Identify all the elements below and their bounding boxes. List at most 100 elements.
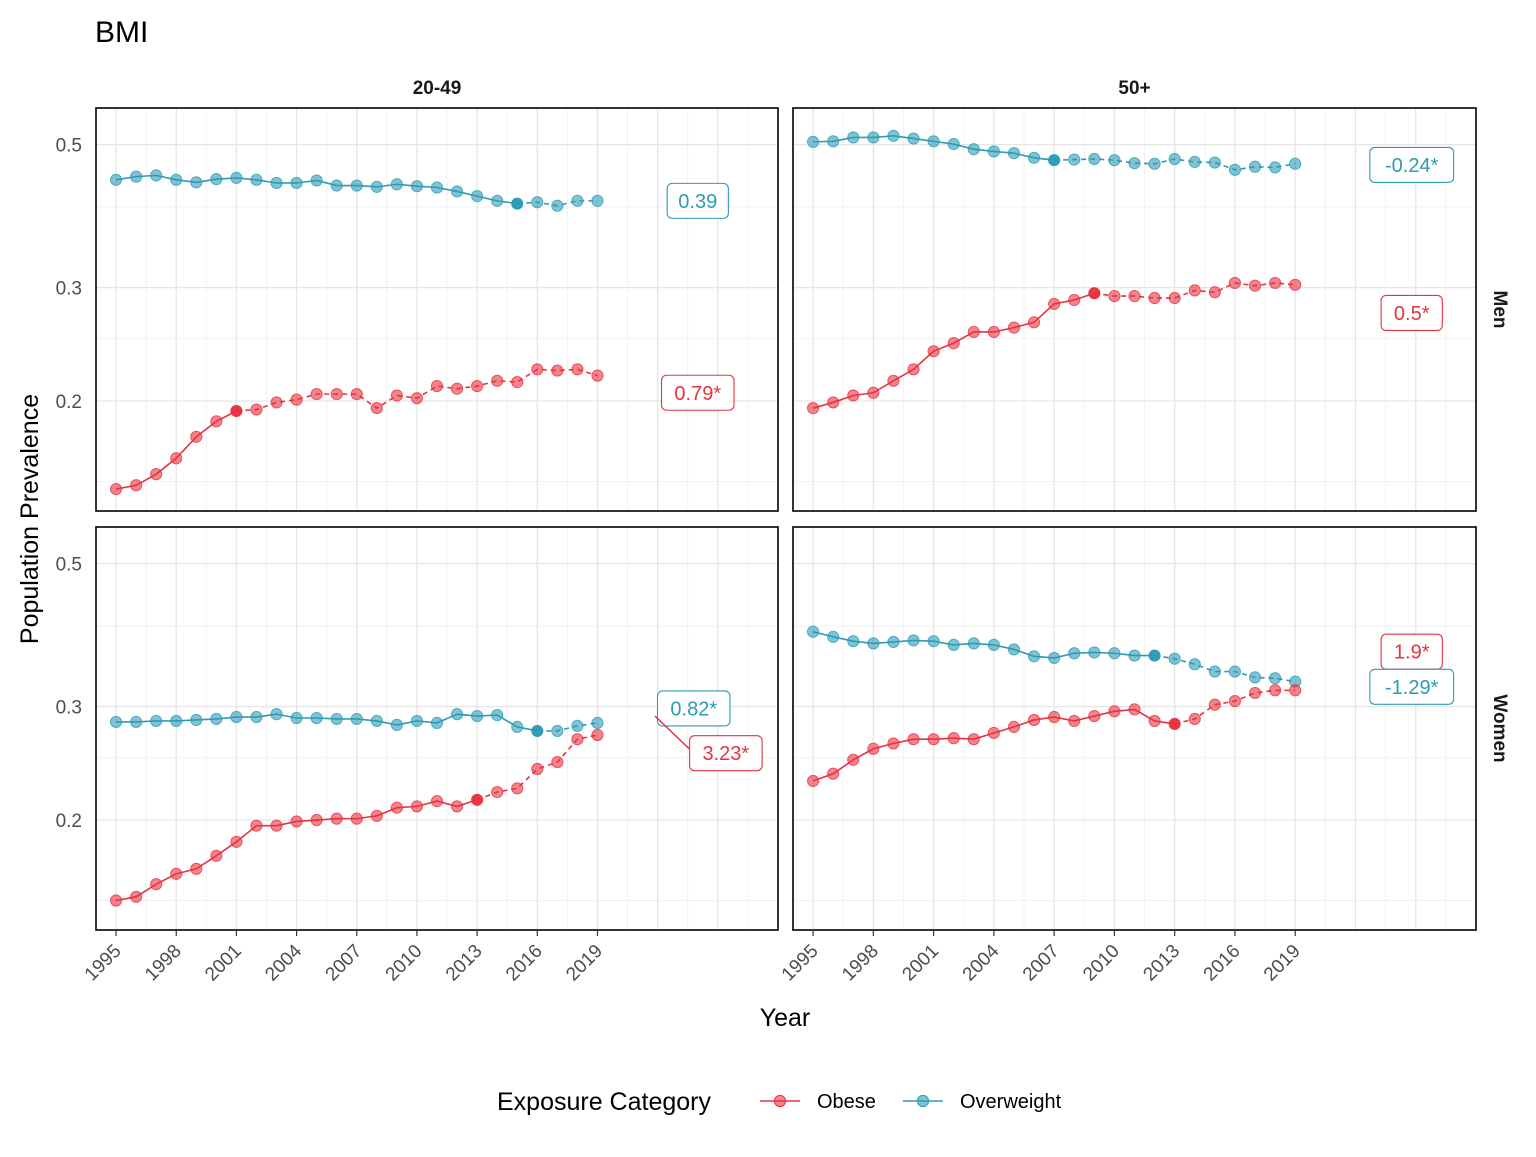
panel-50+-Women: 1.9* -1.29* [792, 526, 1477, 931]
data-point-obese [1048, 710, 1061, 724]
data-point-overweight [867, 131, 880, 144]
data-point-overweight [511, 720, 524, 733]
data-point-overweight [1168, 152, 1181, 166]
data-point-obese [1007, 321, 1021, 334]
data-point-overweight [430, 716, 444, 730]
data-point-obese [450, 800, 464, 813]
data-point-obese [190, 862, 203, 875]
x-tick-label: 1998 [141, 941, 186, 986]
data-point-overweight [1108, 647, 1121, 660]
data-point-overweight [270, 708, 283, 721]
data-point-overweight [827, 135, 840, 148]
data-point-obese [410, 392, 424, 405]
panel-20-49-Men: 0.39 0.79* [95, 107, 779, 512]
data-point-obese [867, 742, 880, 755]
data-point-obese [1027, 713, 1041, 727]
data-point-obese [491, 374, 504, 387]
data-point-obese [1048, 297, 1061, 311]
data-point-obese [250, 403, 263, 416]
data-point-obese [551, 756, 564, 769]
legend-label-obese: Obese [817, 1091, 876, 1113]
data-point-overweight [987, 145, 1000, 158]
panel-border [95, 526, 779, 931]
data-point-obese [491, 785, 504, 799]
data-point-obese [1148, 291, 1161, 305]
data-point-overweight [370, 714, 383, 728]
strip-label-row: Men [1489, 291, 1510, 329]
data-point-overweight [1027, 650, 1041, 663]
breakpoint-overweight [531, 725, 544, 737]
annotation-label: -1.29* [1385, 677, 1439, 699]
data-point-overweight [290, 711, 303, 725]
panel-border [792, 526, 1477, 931]
data-point-obese [270, 819, 283, 832]
data-point-overweight [967, 143, 980, 156]
panel-border [95, 107, 779, 512]
x-tick-label: 2004 [261, 940, 306, 985]
data-point-obese [907, 363, 920, 376]
data-point-overweight [806, 625, 820, 638]
x-tick-label: 2001 [898, 941, 943, 986]
data-point-obese [867, 386, 880, 399]
data-point-obese [450, 382, 464, 395]
data-point-obese [471, 379, 484, 393]
data-point-obese [827, 767, 840, 780]
x-tick-label: 2016 [1200, 941, 1245, 986]
series-line-overweight-dashed [537, 722, 598, 732]
data-point-overweight [150, 169, 163, 182]
x-tick-label: 2010 [1079, 941, 1124, 986]
x-tick-label: 2007 [322, 941, 367, 986]
data-point-overweight [1148, 157, 1161, 170]
data-point-obese [1269, 276, 1282, 290]
data-point-obese [806, 774, 820, 788]
breakpoint-obese [230, 405, 243, 417]
data-point-obese [310, 388, 323, 401]
data-point-obese [230, 835, 243, 848]
data-point-obese [1108, 705, 1121, 718]
data-point-obese [1248, 686, 1262, 700]
x-tick-label: 1995 [778, 941, 823, 986]
y-tick-label: 0.2 [56, 392, 82, 413]
data-point-obese [1128, 703, 1141, 716]
breakpoint-obese [1168, 718, 1181, 730]
data-point-obese [330, 388, 343, 401]
data-point-obese [1208, 286, 1221, 299]
data-point-obese [1188, 284, 1201, 297]
data-point-obese [987, 726, 1000, 740]
x-tick-label: 2019 [1260, 941, 1305, 986]
x-tick-label: 2013 [442, 941, 487, 986]
data-point-obese [511, 376, 524, 389]
data-point-obese [887, 737, 900, 750]
data-point-overweight [250, 173, 263, 186]
annotation-box [1380, 294, 1443, 331]
strip-label-col: 20-49 [413, 78, 462, 99]
data-point-overweight [190, 713, 203, 727]
data-point-obese [1068, 293, 1081, 307]
data-point-overweight [1208, 665, 1221, 678]
strip-label-col: 50+ [1118, 78, 1150, 99]
data-point-overweight [390, 178, 403, 191]
data-point-overweight [210, 712, 223, 726]
legend-key-point [773, 1094, 787, 1108]
data-point-obese [130, 479, 143, 492]
annotation-box [689, 735, 763, 772]
data-point-obese [370, 809, 383, 822]
breakpoint-overweight [1148, 649, 1161, 662]
data-point-overweight [551, 724, 564, 738]
panel-50+-Men: -0.24* 0.5* [792, 107, 1477, 512]
data-point-overweight [1068, 647, 1081, 660]
chart-title: BMI [95, 16, 148, 49]
data-point-overweight [330, 712, 343, 726]
data-point-overweight [491, 194, 504, 207]
data-point-overweight [1128, 157, 1141, 170]
data-point-overweight [390, 718, 403, 731]
y-tick-label: 0.5 [56, 555, 82, 576]
data-point-overweight [471, 190, 484, 203]
data-point-overweight [130, 170, 143, 183]
x-tick-label: 2004 [959, 940, 1004, 985]
data-point-obese [927, 345, 940, 358]
data-point-overweight [947, 138, 960, 151]
data-point-overweight [450, 185, 464, 198]
data-point-overweight [310, 174, 323, 187]
y-axis-title: Population Prevalence [16, 394, 44, 644]
